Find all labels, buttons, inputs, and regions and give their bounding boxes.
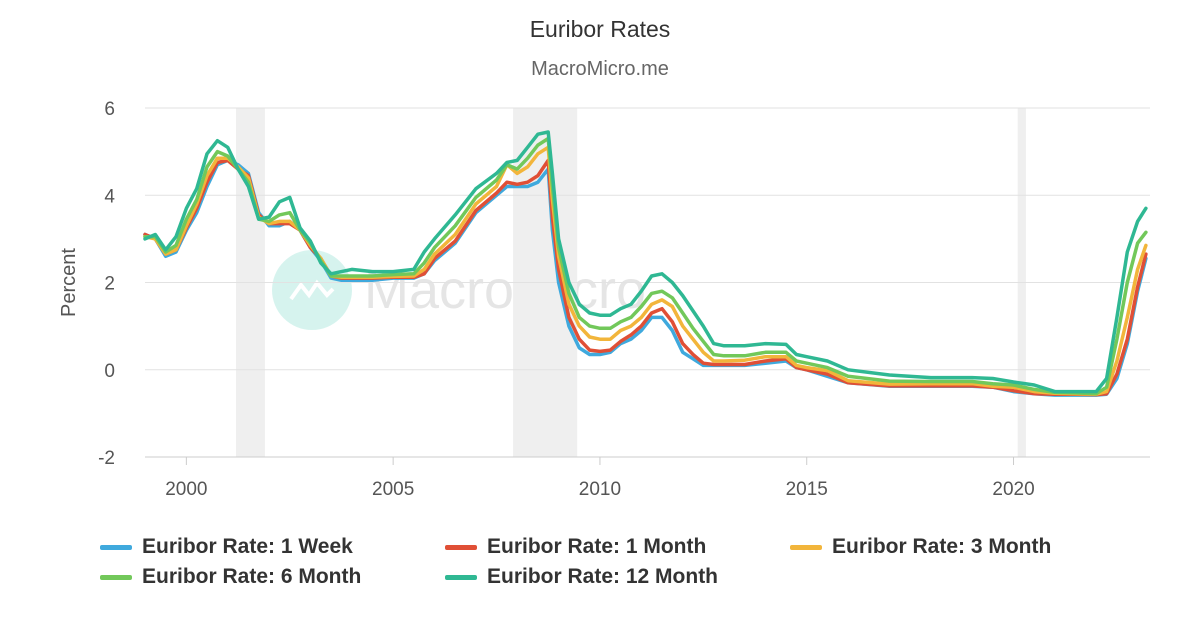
watermark-logo-icon [272, 250, 352, 330]
legend-item-1-month[interactable]: Euribor Rate: 1 Month [445, 532, 706, 562]
legend-label: Euribor Rate: 1 Month [487, 535, 707, 558]
series-line-euribor-rate-6-month [143, 136, 1148, 396]
chart-title: Euribor Rates [529, 16, 671, 42]
legend-swatch [100, 544, 132, 550]
x-tick-label: 2015 [786, 479, 828, 500]
legend-swatch [445, 544, 477, 550]
legend-swatch [100, 574, 132, 580]
y-tick-label: 0 [104, 361, 115, 382]
legend-item-3-month[interactable]: Euribor Rate: 3 Month [790, 532, 1051, 562]
legend-label: Euribor Rate: 12 Month [487, 565, 719, 588]
series-line-euribor-rate-12-month [143, 130, 1148, 394]
legend-label: Euribor Rate: 1 Week [142, 535, 353, 558]
x-tick-label: 2020 [992, 479, 1034, 500]
x-tick-label: 2010 [579, 479, 621, 500]
chart-subtitle: MacroMicro.me [531, 58, 669, 80]
legend-swatch [445, 574, 477, 580]
legend-item-6-month[interactable]: Euribor Rate: 6 Month [100, 562, 361, 592]
y-tick-label: -2 [98, 448, 115, 469]
legend-item-1-week[interactable]: Euribor Rate: 1 Week [100, 532, 353, 562]
legend-swatch [790, 544, 822, 550]
y-tick-label: 2 [104, 274, 115, 295]
x-tick-label: 2005 [372, 479, 414, 500]
series-line-euribor-rate-3-month [143, 145, 1148, 396]
legend-label: Euribor Rate: 3 Month [832, 535, 1052, 558]
legend-label: Euribor Rate: 6 Month [142, 565, 362, 588]
x-tick-label: 2000 [165, 479, 207, 500]
y-tick-label: 4 [104, 186, 115, 207]
legend-item-12-month[interactable]: Euribor Rate: 12 Month [445, 562, 718, 592]
y-axis-title: Percent [58, 248, 80, 317]
y-tick-label: 6 [104, 99, 115, 120]
